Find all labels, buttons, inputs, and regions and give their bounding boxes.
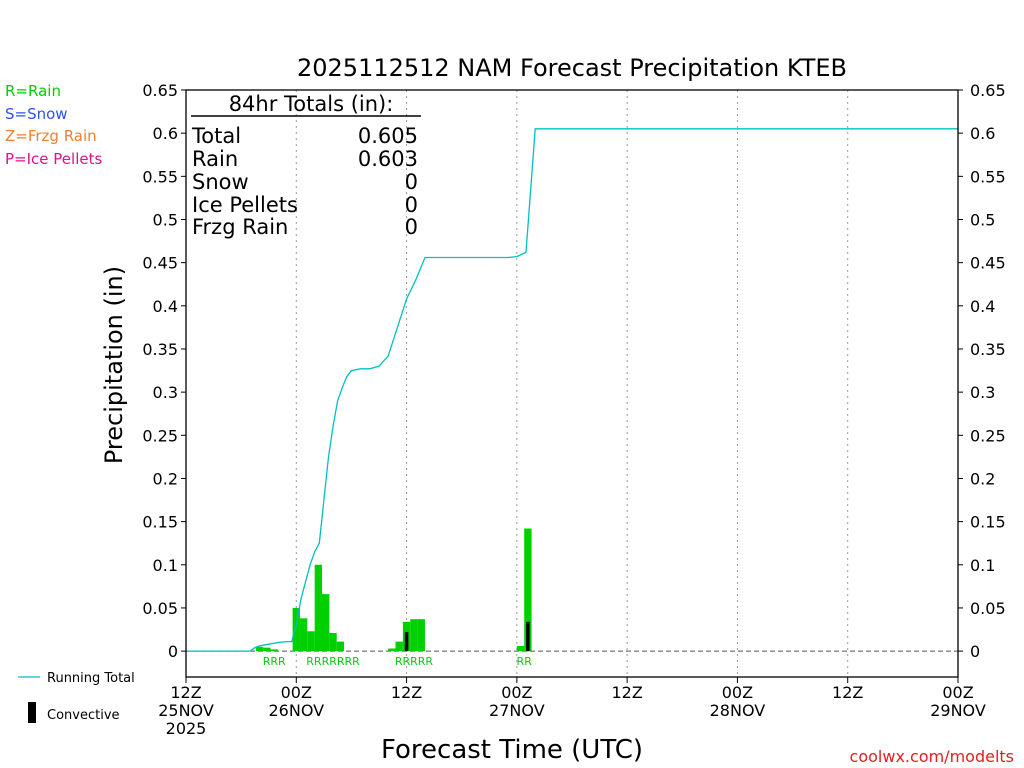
rain-bar-1 (263, 647, 271, 652)
chart-title: 2025112512 NAM Forecast Precipitation KT… (297, 54, 847, 82)
x-tick-label-0-0: 12Z (170, 683, 201, 702)
convective-legend-label: Convective (47, 708, 120, 723)
y-tick-label-left-10: 0.5 (153, 210, 178, 229)
y-tick-label-left-5: 0.25 (142, 426, 178, 445)
x-axis-label: Forecast Time (UTC) (381, 735, 643, 765)
x-tick-label-1-0: 00Z (281, 683, 312, 702)
rain-bar-0 (255, 646, 264, 652)
x-tick-label-7-0: 00Z (942, 683, 973, 702)
rain-bar-16 (524, 528, 532, 652)
y-tick-label-right-0: 0 (970, 642, 980, 661)
legend-frzg-rain: Z=Frzg Rain (5, 127, 97, 145)
running-total-line (186, 128, 958, 652)
y-tick-label-left-13: 0.65 (142, 81, 178, 100)
rain-bar-15 (516, 645, 525, 652)
x-tick-label-3-0: 00Z (501, 683, 532, 702)
totals-rain-value: 0.603 (358, 147, 418, 171)
axes: 0 00.05 0.050.1 0.10.15 0.150.2 0.20.25 0.250.… (142, 81, 1005, 738)
rain-bar-11 (395, 641, 403, 652)
y-tick-label-left-12: 0.6 (153, 124, 178, 143)
totals-frzg-rain-label: Frzg Rain (192, 215, 288, 239)
totals-heading: 84hr Totals (in): (229, 92, 394, 116)
grid-lines (186, 90, 958, 677)
convective-bar-1 (526, 621, 530, 652)
y-tick-label-left-0: 0 (168, 642, 178, 661)
x-tick-label-7-1: 29NOV (930, 701, 986, 720)
y-tick-label-right-11: 0.55 (970, 167, 1006, 186)
rain-bar-13 (410, 619, 418, 652)
y-tick-label-left-3: 0.15 (142, 513, 178, 532)
precip-type-label-1: RRRRRRR (306, 655, 360, 668)
running-total-legend-label: Running Total (47, 671, 135, 686)
x-tick-label-5-0: 00Z (722, 683, 753, 702)
rain-bar-4 (299, 618, 308, 652)
totals-snow-value: 0 (405, 170, 418, 194)
legend-snow: S=Snow (5, 105, 68, 123)
y-tick-label-right-2: 0.1 (970, 556, 995, 575)
y-tick-label-right-4: 0.2 (970, 469, 995, 488)
running-total-series (186, 128, 958, 652)
totals-total-value: 0.605 (358, 124, 418, 148)
x-tick-label-0-1: 25NOV (158, 701, 214, 720)
y-tick-label-left-7: 0.35 (142, 340, 178, 359)
x-tick-label-5-1: 28NOV (710, 701, 766, 720)
credit-text: coolwx.com/modelts (850, 747, 1014, 766)
y-tick-label-right-7: 0.35 (970, 340, 1006, 359)
totals-ice-pellets-label: Ice Pellets (192, 193, 298, 217)
plot-frame (185, 89, 959, 678)
y-tick-label-right-5: 0.25 (970, 426, 1006, 445)
y-tick-label-left-6: 0.3 (153, 383, 178, 402)
precip-type-legend: R=Rain S=Snow Z=Frzg Rain P=Ice Pellets (5, 82, 102, 168)
x-tick-label-3-1: 27NOV (489, 701, 545, 720)
precip-type-label-2: RRRRR (395, 655, 434, 668)
y-tick-label-right-3: 0.15 (970, 513, 1006, 532)
x-tick-label-6-0: 12Z (832, 683, 863, 702)
rain-bar-2 (270, 649, 278, 652)
y-tick-label-right-8: 0.4 (970, 297, 995, 316)
x-tick-label-0-2: 2025 (166, 719, 207, 738)
convective-bar-0 (404, 632, 409, 652)
rain-bar-3 (292, 607, 300, 652)
rain-bar-5 (307, 631, 315, 652)
y-tick-label-left-8: 0.4 (153, 297, 178, 316)
x-tick-label-4-0: 12Z (611, 683, 642, 702)
y-tick-label-right-13: 0.65 (970, 81, 1006, 100)
y-axis-label: Precipitation (in) (100, 266, 128, 464)
rain-bar-9 (336, 641, 345, 652)
rain-bar-14 (417, 619, 425, 652)
totals-ice-pellets-value: 0 (405, 193, 418, 217)
y-tick-label-right-12: 0.6 (970, 124, 995, 143)
totals-snow-label: Snow (192, 170, 249, 194)
x-tick-label-1-1: 26NOV (268, 701, 324, 720)
convective-legend-icon (28, 702, 36, 723)
y-tick-label-left-9: 0.45 (142, 254, 178, 273)
y-tick-label-right-10: 0.5 (970, 210, 995, 229)
y-tick-label-right-1: 0.05 (970, 599, 1006, 618)
totals-total-label: Total (191, 124, 241, 148)
x-tick-label-2-0: 12Z (391, 683, 422, 702)
totals-box: 84hr Totals (in): Total 0.605 Rain 0.603… (191, 92, 421, 239)
totals-frzg-rain-value: 0 (405, 215, 418, 239)
y-tick-label-right-9: 0.45 (970, 254, 1006, 273)
rain-bar-8 (329, 632, 337, 652)
y-tick-label-left-11: 0.55 (142, 167, 178, 186)
precip-type-label-3: RR (517, 655, 533, 668)
y-tick-label-left-4: 0.2 (153, 469, 178, 488)
bar-marks: RRR RRRRRRR RRRRR RR (255, 528, 533, 668)
totals-rain-label: Rain (192, 147, 238, 171)
series-legend: Running Total Convective (18, 671, 135, 723)
rain-bar-7 (322, 594, 330, 652)
legend-rain: R=Rain (5, 82, 61, 100)
rain-bar-10 (388, 648, 396, 652)
y-tick-label-left-1: 0.05 (142, 599, 178, 618)
y-tick-label-left-2: 0.1 (153, 556, 178, 575)
rain-bar-6 (314, 564, 323, 652)
precip-type-label-0: RRR (263, 655, 286, 668)
legend-ice-pellets: P=Ice Pellets (5, 150, 102, 168)
y-tick-label-right-6: 0.3 (970, 383, 995, 402)
